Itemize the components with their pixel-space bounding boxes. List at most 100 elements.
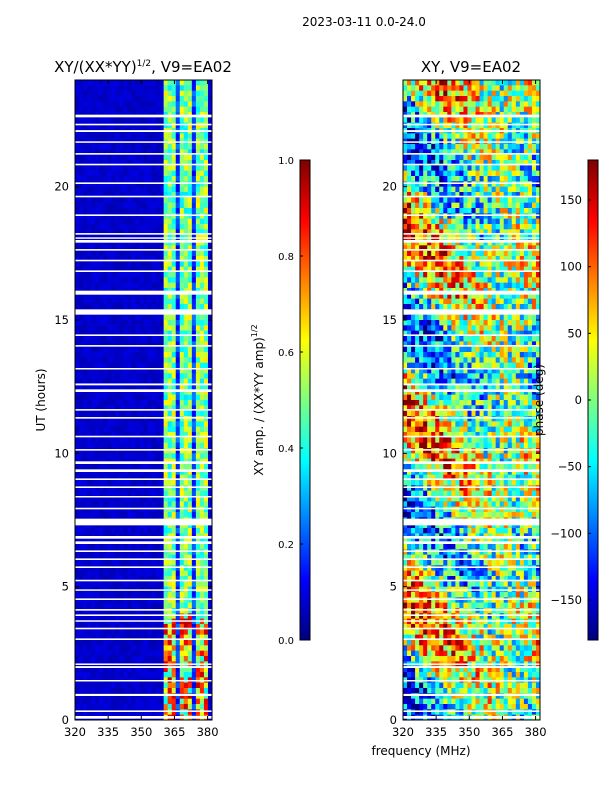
heatmap-cell	[195, 698, 201, 705]
heatmap-cell	[203, 160, 209, 166]
heatmap-cell	[471, 101, 477, 108]
heatmap-cell	[135, 389, 140, 396]
heatmap-cell	[95, 320, 100, 326]
heatmap-cell	[195, 266, 201, 273]
heatmap-cell	[179, 592, 185, 598]
heatmap-cell	[471, 144, 477, 150]
heatmap-cell	[147, 666, 153, 673]
heatmap-cell	[75, 704, 80, 710]
heatmap-cell	[207, 693, 212, 700]
heatmap-cell	[523, 101, 529, 108]
heatmap-cell	[207, 277, 212, 284]
heatmap-cell	[171, 330, 177, 337]
heatmap-cell	[103, 442, 108, 449]
heatmap-cell	[419, 192, 424, 198]
heatmap-cell	[119, 448, 124, 454]
heatmap-cell	[139, 298, 144, 305]
heatmap-cell	[463, 186, 468, 193]
heatmap-cell	[119, 666, 124, 673]
heatmap-cell	[131, 506, 136, 513]
heatmap-cell	[115, 421, 120, 428]
heatmap-cell	[167, 122, 173, 129]
heatmap-cell	[95, 400, 100, 406]
heatmap-cell	[135, 645, 140, 652]
heatmap-cell	[151, 432, 157, 438]
heatmap-cell	[195, 165, 201, 172]
heatmap-cell	[179, 341, 185, 348]
heatmap-cell	[87, 506, 92, 513]
heatmap-cell	[79, 378, 84, 385]
heatmap-cell	[131, 304, 136, 310]
heatmap-cell	[95, 170, 100, 177]
heatmap-cell	[203, 501, 209, 508]
heatmap-cell	[99, 282, 104, 289]
heatmap-cell	[495, 149, 501, 156]
heatmap-cell	[95, 362, 100, 369]
heatmap-cell	[431, 90, 436, 97]
heatmap-cell	[207, 96, 212, 102]
heatmap-cell	[183, 298, 189, 305]
heatmap-cell	[127, 656, 132, 662]
heatmap-cell	[99, 394, 104, 401]
heatmap-cell	[79, 469, 84, 476]
heatmap-cell	[167, 165, 173, 172]
heatmap-cell	[523, 90, 529, 97]
heatmap-cell	[431, 154, 436, 161]
heatmap-cell	[179, 565, 185, 572]
heatmap-cell	[79, 256, 84, 262]
heatmap-cell	[79, 197, 84, 204]
heatmap-cell	[119, 608, 124, 614]
heatmap-cell	[167, 101, 173, 108]
heatmap-cell	[175, 453, 181, 460]
heatmap-cell	[159, 181, 165, 188]
heatmap-cell	[527, 122, 533, 129]
heatmap-cell	[83, 474, 88, 481]
heatmap-cell	[175, 389, 181, 396]
heatmap-cell	[147, 608, 153, 614]
heatmap-cell	[407, 90, 412, 97]
heatmap-cell	[155, 298, 161, 305]
heatmap-cell	[131, 709, 136, 716]
heatmap-cell	[127, 80, 132, 86]
heatmap-cell	[83, 405, 88, 412]
heatmap-cell	[159, 352, 165, 358]
heatmap-cell	[127, 389, 132, 396]
heatmap-cell	[187, 160, 193, 166]
heatmap-cell	[191, 512, 197, 518]
heatmap-cell	[167, 298, 173, 305]
heatmap-cell	[179, 282, 185, 289]
heatmap-cell	[83, 101, 88, 108]
heatmap-cell	[527, 165, 533, 172]
heatmap-cell	[91, 592, 96, 598]
heatmap-cell	[203, 85, 209, 92]
heatmap-cell	[431, 106, 436, 113]
heatmap-cell	[79, 672, 84, 678]
heatmap-cell	[115, 416, 120, 422]
heatmap-cell	[135, 453, 140, 460]
heatmap-cell	[191, 448, 197, 454]
heatmap-cell	[147, 144, 153, 150]
heatmap-cell	[103, 576, 108, 582]
heatmap-cell	[195, 549, 201, 556]
heatmap-cell	[139, 485, 144, 492]
heatmap-cell	[183, 218, 189, 225]
heatmap-cell	[163, 608, 169, 614]
flagged-gap	[75, 309, 212, 315]
heatmap-cell	[519, 160, 525, 166]
heatmap-cell	[75, 90, 80, 97]
heatmap-cell	[167, 160, 173, 166]
heatmap-cell	[143, 480, 149, 486]
flagged-gap	[75, 233, 212, 235]
heatmap-cell	[131, 298, 136, 305]
heatmap-cell	[199, 325, 205, 332]
heatmap-cell	[187, 565, 193, 572]
heatmap-cell	[207, 186, 212, 193]
heatmap-cell	[487, 154, 493, 161]
heatmap-cell	[131, 389, 136, 396]
heatmap-cell	[139, 469, 144, 476]
heatmap-cell	[167, 704, 173, 710]
heatmap-cell	[515, 80, 521, 86]
heatmap-cell	[135, 442, 140, 449]
heatmap-cell	[187, 549, 193, 556]
heatmap-cell	[119, 544, 124, 550]
